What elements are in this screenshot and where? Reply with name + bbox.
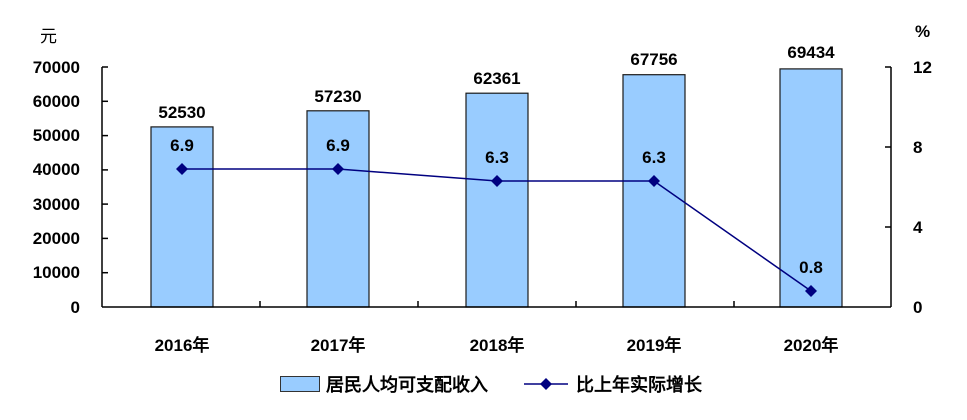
bar-value-label: 62361 xyxy=(473,69,521,88)
right-axis-unit: % xyxy=(915,22,931,41)
line-diamond-swatch-icon xyxy=(524,378,568,390)
x-category-label: 2019年 xyxy=(626,336,682,355)
legend-item-income: 居民人均可支配收入 xyxy=(280,371,488,397)
bar-value-label: 69434 xyxy=(787,43,835,62)
x-category-label: 2020年 xyxy=(783,336,839,355)
marker-diamond-icon xyxy=(176,163,188,175)
bar-value-label: 57230 xyxy=(314,87,362,106)
growth-value-label: 6.3 xyxy=(485,148,509,167)
bar-value-label: 67756 xyxy=(630,50,678,69)
bar-2017 xyxy=(306,110,370,308)
left-tick-label: 30000 xyxy=(32,195,80,214)
x-category-label: 2018年 xyxy=(469,336,525,355)
bar-2016 xyxy=(150,126,214,308)
legend-label: 居民人均可支配收入 xyxy=(326,375,488,395)
right-axis xyxy=(885,66,892,307)
x-category-label: 2017年 xyxy=(310,336,366,355)
marker-diamond-icon xyxy=(805,285,817,297)
growth-value-label: 6.9 xyxy=(170,136,194,155)
growth-value-label: 6.3 xyxy=(642,148,666,167)
legend-label: 比上年实际增长 xyxy=(576,375,702,395)
left-tick-label: 0 xyxy=(70,298,80,317)
legend-item-growth: 比上年实际增长 xyxy=(522,371,702,397)
chart-legend: 居民人均可支配收入 比上年实际增长 xyxy=(280,371,736,397)
marker-diamond-icon xyxy=(491,175,503,187)
left-tick-label: 40000 xyxy=(32,160,80,179)
right-tick-label: 12 xyxy=(913,58,932,77)
growth-value-label: 6.9 xyxy=(326,136,350,155)
bar-swatch-icon xyxy=(280,376,320,392)
marker-diamond-icon xyxy=(648,175,660,187)
left-axis xyxy=(101,66,108,307)
left-tick-label: 10000 xyxy=(32,263,80,282)
right-tick-label: 8 xyxy=(913,138,923,157)
bar-2018 xyxy=(465,92,529,308)
growth-value-label: 0.8 xyxy=(799,258,823,277)
right-tick-label: 4 xyxy=(913,218,923,237)
left-tick-label: 20000 xyxy=(32,229,80,248)
line-series xyxy=(176,163,817,297)
bar-series xyxy=(150,68,843,308)
bar-2020 xyxy=(779,68,843,308)
bar-value-label: 52530 xyxy=(158,103,206,122)
x-axis xyxy=(102,301,891,308)
bar-2019 xyxy=(622,74,686,308)
left-axis-unit: 元 xyxy=(40,27,57,46)
left-tick-label: 60000 xyxy=(32,92,80,111)
right-tick-label: 0 xyxy=(913,298,923,317)
marker-diamond-icon xyxy=(332,163,344,175)
left-tick-label: 50000 xyxy=(32,126,80,145)
left-tick-label: 70000 xyxy=(32,58,80,77)
x-category-label: 2016年 xyxy=(154,336,210,355)
